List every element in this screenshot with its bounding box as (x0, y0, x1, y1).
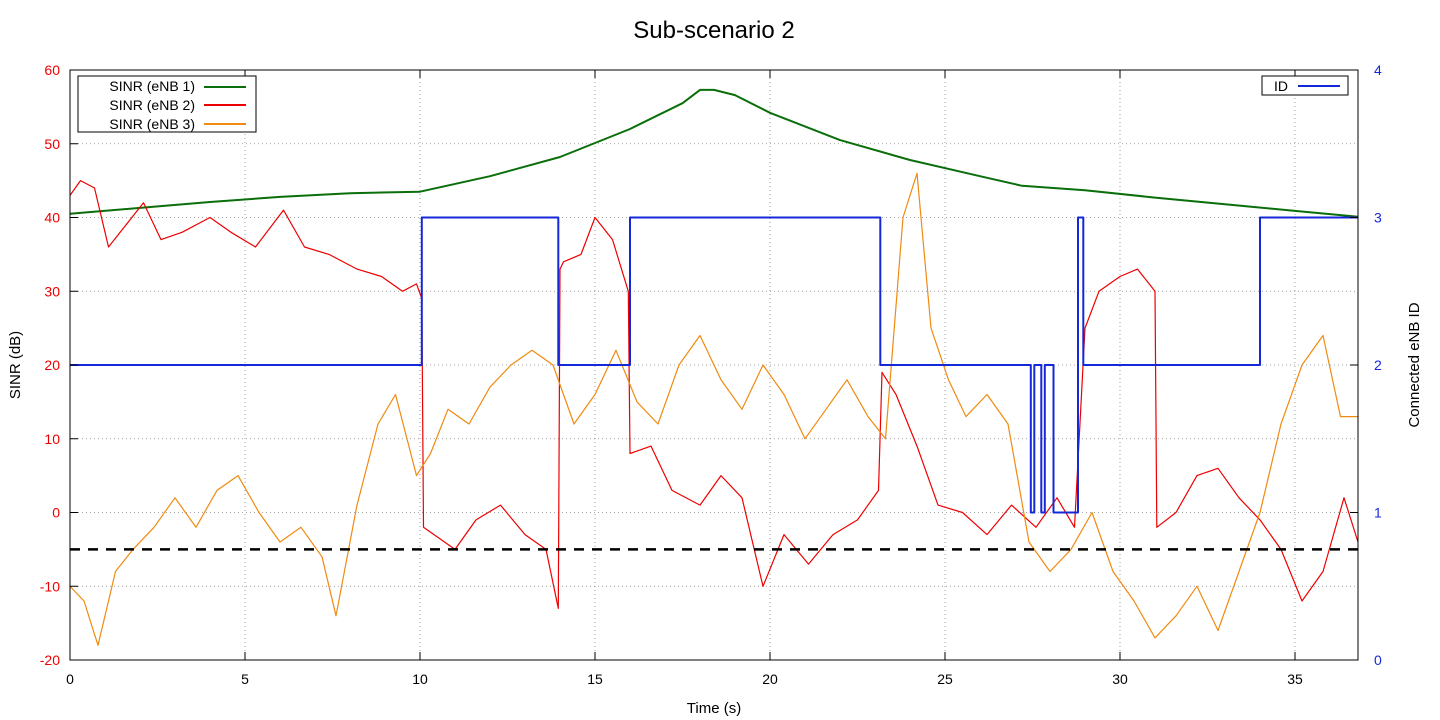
y2-tick-label: 2 (1374, 357, 1382, 373)
legend-right: ID (1261, 75, 1349, 96)
sinr-enb3-line (70, 172, 1358, 646)
sinr-enb2-line (70, 180, 1358, 610)
chart-title: Sub-scenario 2 (633, 17, 794, 44)
x-tick-label: 35 (1287, 671, 1303, 687)
legend-label-enb2: SINR (eNB 2) (109, 97, 195, 113)
legend-label-enb3: SINR (eNB 3) (109, 116, 195, 132)
legend-left: SINR (eNB 1) SINR (eNB 2) SINR (eNB 3) (77, 75, 257, 133)
y2-tick-label: 4 (1374, 62, 1382, 78)
y2-tick-labels: 0 1 2 3 4 (1374, 62, 1382, 668)
y-tick-label: 30 (44, 283, 60, 299)
y-tick-label: 50 (44, 136, 60, 152)
x-tick-label: 25 (937, 671, 953, 687)
y-tick-label: 60 (44, 62, 60, 78)
y-axis-label: SINR (dB) (7, 331, 24, 399)
y-tick-label: 0 (52, 505, 60, 521)
legend-label-id: ID (1274, 78, 1288, 94)
legend-label-enb1: SINR (eNB 1) (109, 78, 195, 94)
x-tick-label: 30 (1112, 671, 1128, 687)
x-tick-labels: 0 5 10 15 20 25 30 35 (66, 671, 1303, 687)
x-tick-label: 0 (66, 671, 74, 687)
y-tick-label: 40 (44, 210, 60, 226)
y2-axis-label: Connected eNB ID (1406, 302, 1423, 427)
tick-marks (69, 69, 1358, 661)
y-tick-label: 10 (44, 431, 60, 447)
y2-tick-label: 0 (1374, 652, 1382, 668)
series-group (70, 88, 1358, 646)
y-tick-label: -10 (40, 578, 60, 594)
y-tick-label: 20 (44, 357, 60, 373)
x-tick-label: 10 (412, 671, 428, 687)
y-tick-labels: -20 -10 0 10 20 30 40 50 60 (40, 62, 60, 668)
sinr-enb1-line (70, 88, 1358, 218)
x-tick-label: 15 (587, 671, 603, 687)
x-tick-label: 5 (241, 671, 249, 687)
x-tick-label: 20 (762, 671, 778, 687)
y2-tick-label: 1 (1374, 505, 1382, 521)
connected-id-line (70, 216, 1358, 514)
y-tick-label: -20 (40, 652, 60, 668)
x-axis-label: Time (s) (687, 700, 741, 717)
y2-tick-label: 3 (1374, 210, 1382, 226)
